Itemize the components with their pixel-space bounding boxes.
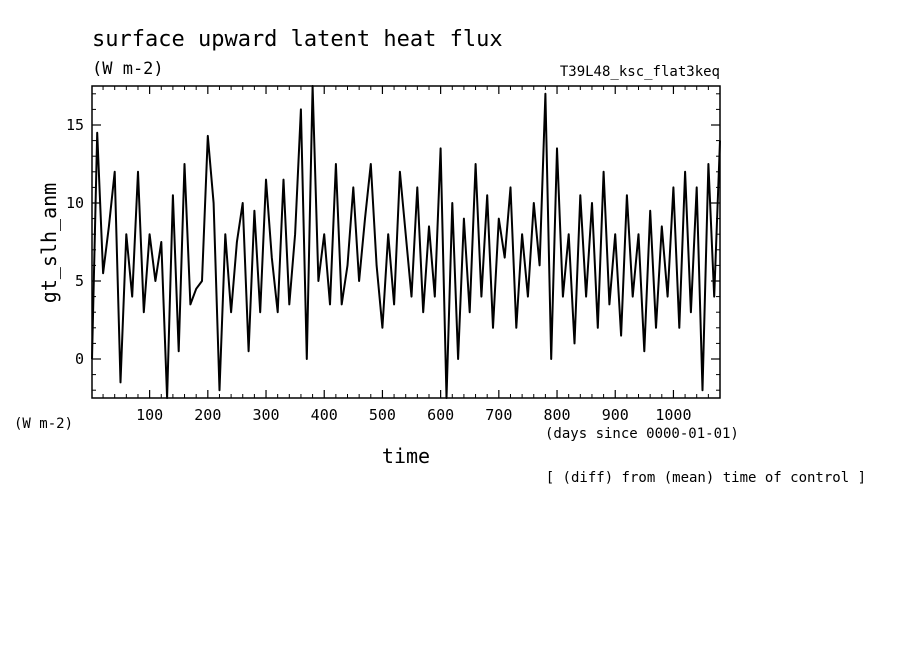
x-units-label: (days since 0000-01-01) <box>545 426 739 442</box>
series-line <box>91 85 721 399</box>
x-tick-label: 600 <box>427 406 454 424</box>
x-axis-label: time <box>382 444 430 468</box>
chart-title: surface upward latent heat flux <box>92 27 503 52</box>
footnote: [ (diff) from (mean) time of control ] <box>546 470 866 486</box>
run-label: T39L48_ksc_flat3keq <box>560 64 720 80</box>
plot-area: 100 200 300 400 500 600 700 800 900 1000 0 5 10 15 <box>66 85 721 424</box>
x-tick-label: 400 <box>311 406 338 424</box>
x-tick-label: 200 <box>194 406 221 424</box>
left-units-label: (W m-2) <box>14 416 73 432</box>
x-tick-label: 1000 <box>655 406 691 424</box>
chart-units: (W m-2) <box>92 59 164 79</box>
x-tick-label: 900 <box>602 406 629 424</box>
x-tick-label: 300 <box>252 406 279 424</box>
y-tick-label: 0 <box>75 350 84 368</box>
y-axis-label: gt_slh_anm <box>37 183 61 303</box>
x-tick-label: 100 <box>136 406 163 424</box>
x-tick-label: 500 <box>369 406 396 424</box>
x-tick-label: 800 <box>543 406 570 424</box>
y-tick-label: 10 <box>66 194 84 212</box>
y-tick-label: 5 <box>75 272 84 290</box>
x-tick-label: 700 <box>485 406 512 424</box>
y-tick-label: 15 <box>66 116 84 134</box>
